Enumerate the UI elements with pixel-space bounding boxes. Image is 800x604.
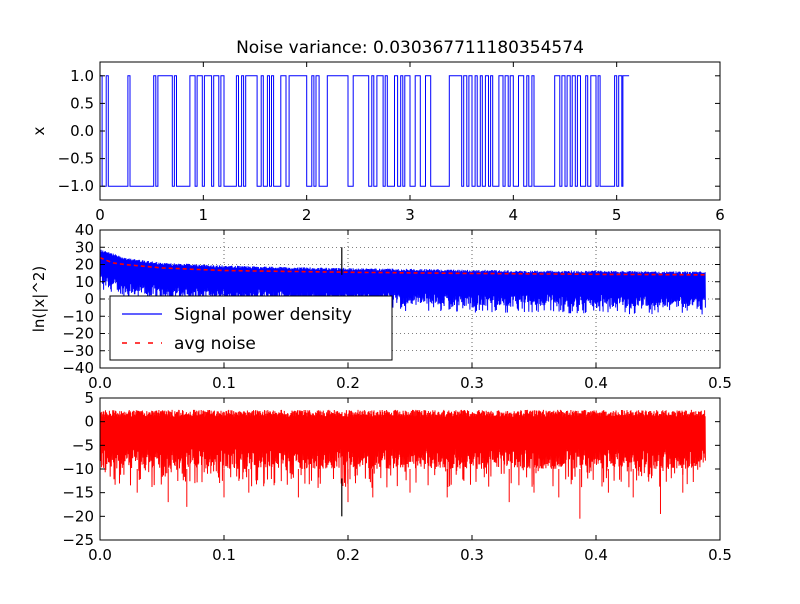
y-tick-label: −10: [62, 307, 94, 325]
x-tick-label: 0.2: [336, 546, 360, 564]
y-tick-label: −0.5: [58, 150, 94, 168]
y-tick-label: −15: [62, 484, 94, 502]
y-tick-label: 30: [75, 238, 94, 256]
series-line-avg-noise: [100, 256, 706, 276]
x-tick-label: 0.0: [88, 546, 112, 564]
x-tick-label: 0.1: [212, 374, 236, 392]
series-line-noise-band: [100, 409, 706, 488]
x-tick-label: 0: [95, 206, 105, 224]
y-tick-label: 5: [84, 389, 94, 407]
y-tick-label: 0: [84, 290, 94, 308]
y-tick-label: 1.0: [70, 67, 94, 85]
chart-title: Noise variance: 0.030367711180354574: [236, 38, 584, 58]
legend-box: [109, 295, 393, 361]
y-tick-label: −20: [62, 325, 94, 343]
legend-entry-label: Signal power density: [174, 305, 352, 325]
x-tick-label: 0.3: [460, 546, 484, 564]
x-tick-label: 0.1: [212, 546, 236, 564]
chart-panel-1: 0 1 2 3 4 5 6 1.0 0.5 0.0 −0.5 −1.0 x: [30, 61, 725, 224]
x-tick-label: 0.4: [584, 546, 608, 564]
y-tick-label: 20: [75, 256, 94, 274]
x-tick-label: 1: [199, 206, 209, 224]
y-tick-label: 0: [84, 413, 94, 431]
x-tick-label: 6: [715, 206, 725, 224]
series-line-signal-power-density: [100, 249, 706, 315]
y-axis-label: x: [30, 126, 48, 135]
y-tick-label: 40: [75, 221, 94, 239]
y-tick-label: −30: [62, 342, 94, 360]
y-tick-label: −10: [62, 460, 94, 478]
y-tick-label: −5: [72, 436, 94, 454]
y-axis-label: ln(|x|^2): [30, 266, 48, 332]
x-tick-label: 4: [509, 206, 519, 224]
y-tick-label: 10: [75, 273, 94, 291]
x-tick-label: 0.5: [708, 374, 732, 392]
x-tick-label: 5: [612, 206, 622, 224]
y-tick-label: 0.0: [70, 122, 94, 140]
y-tick-label: −20: [62, 507, 94, 525]
x-tick-label: 0.4: [584, 374, 608, 392]
plot-area: [100, 247, 706, 315]
plot-area: [100, 75, 630, 187]
axes-layer: 0 1 2 3 4 5 6 1.0 0.5 0.0 −0.5 −1.0 x 0.0 0.1 0.2 0.3 0.4…: [30, 61, 732, 564]
legend-entry-label: avg noise: [174, 334, 256, 354]
y-tick-label: 0.5: [70, 94, 94, 112]
series-line-signal-x: [100, 75, 630, 187]
x-tick-label: 0.5: [708, 546, 732, 564]
y-tick-label: −25: [62, 531, 94, 549]
x-tick-label: 3: [405, 206, 415, 224]
y-tick-label: −1.0: [58, 177, 94, 195]
x-tick-label: 2: [302, 206, 312, 224]
x-tick-label: 0.3: [460, 374, 484, 392]
plot-area: [100, 409, 706, 519]
y-tick-label: −40: [62, 359, 94, 377]
legend: Signal power density avg noise: [109, 295, 393, 361]
x-tick-label: 0.0: [88, 374, 112, 392]
x-tick-label: 0.2: [336, 374, 360, 392]
chart-panel-3: 0.0 0.1 0.2 0.3 0.4 0.5 5 0 −5 −10 −15 −20 −25: [62, 389, 732, 564]
